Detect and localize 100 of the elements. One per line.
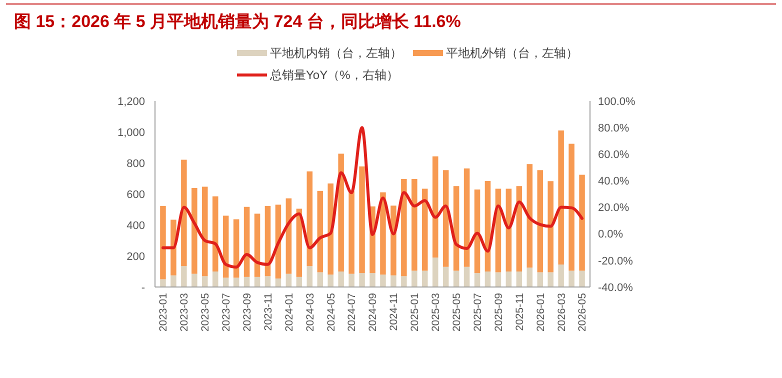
chart-title: 图 15：2026 年 5 月平地机销量为 724 台，同比增长 11.6%: [14, 12, 461, 31]
x-tick-label: 2025-05: [450, 292, 463, 332]
bar: [401, 178, 407, 276]
bar: [244, 276, 250, 287]
y-tick-label: 400: [126, 220, 145, 232]
bar: [202, 276, 208, 287]
y2-tick-label: 60.0%: [598, 148, 630, 161]
y2-tick-label: 80.0%: [598, 122, 630, 134]
bar: [370, 273, 376, 287]
bar: [306, 266, 313, 287]
bar: [317, 190, 323, 272]
bar: [192, 274, 198, 287]
bar: [537, 272, 543, 287]
y-tick-label: 1,000: [117, 126, 145, 139]
bar: [579, 270, 585, 287]
legend-label: 平地机内销（台，左轴）: [270, 46, 402, 60]
bar: [338, 272, 344, 287]
bar: [244, 206, 250, 277]
bar: [338, 154, 344, 272]
bar: [380, 192, 386, 275]
y2-tick-label: -20.0%: [598, 255, 634, 268]
x-tick-label: 2025-07: [472, 292, 484, 332]
bar: [401, 276, 407, 287]
line-series: [161, 126, 584, 269]
bar: [579, 174, 585, 271]
x-tick-label: 2024-11: [388, 292, 400, 331]
bar: [222, 278, 229, 287]
bar: [317, 272, 323, 287]
bar: [412, 178, 418, 271]
y-tick-label: 200: [126, 250, 145, 263]
bar: [192, 188, 198, 274]
x-tick-label: 2025-11: [514, 292, 526, 331]
x-tick-label: 2023-11: [262, 292, 274, 331]
x-tick-label: 2023-07: [220, 292, 233, 332]
bar: [296, 276, 302, 287]
bar: [348, 274, 354, 287]
bar: [212, 272, 218, 287]
bar: [526, 268, 533, 287]
x-tick-label: 2024-05: [325, 292, 338, 332]
x-tick-label: 2026-05: [576, 292, 589, 332]
x-tick-label: 2024-07: [346, 292, 358, 332]
bar: [181, 266, 187, 287]
bar: [306, 171, 313, 266]
bar: [170, 275, 176, 287]
y-tick-label: 800: [126, 158, 145, 170]
x-tick-label: 2025-09: [492, 292, 505, 332]
bar: [160, 206, 166, 280]
bar: [412, 270, 418, 287]
bar: [286, 274, 292, 287]
bar: [202, 186, 208, 276]
bar: [495, 272, 502, 287]
y2-tick-label: 0.0%: [598, 228, 624, 241]
bar: [254, 214, 260, 277]
bar: [442, 266, 449, 287]
x-tick-label: 2025-01: [409, 292, 422, 332]
bar: [254, 276, 260, 287]
y-tick-label: -: [141, 282, 146, 294]
y-tick-label: 600: [126, 188, 145, 201]
y2-tick-label: -40.0%: [598, 282, 634, 294]
y2-tick-label: 100.0%: [598, 96, 636, 108]
bar: [568, 270, 574, 287]
bar: [548, 272, 554, 287]
bar: [464, 168, 470, 267]
y2-tick-label: 20.0%: [598, 202, 630, 214]
y2-tick-label: 40.0%: [598, 176, 630, 188]
bar: [558, 264, 564, 287]
bar: [442, 170, 449, 267]
bar: [422, 270, 428, 287]
legend-label: 总销量YoY（%，右轴）: [269, 68, 398, 82]
x-tick-label: 2023-03: [178, 292, 191, 332]
bar: [160, 279, 166, 287]
x-tick-label: 2023-09: [241, 292, 254, 332]
x-tick-label: 2023-05: [200, 292, 212, 332]
bar: [275, 278, 282, 287]
bar: [537, 170, 543, 272]
y-tick-label: 1,200: [117, 96, 145, 108]
bar: [548, 181, 554, 272]
bar: [359, 166, 365, 274]
bar: [359, 273, 365, 287]
bar: [568, 144, 574, 271]
x-tick-label: 2026-01: [534, 292, 547, 332]
bar: [516, 272, 522, 287]
bar: [264, 206, 271, 276]
x-tick-label: 2026-03: [556, 292, 568, 332]
bar: [474, 273, 480, 287]
bar: [422, 188, 428, 271]
x-tick-label: 2023-01: [158, 292, 170, 332]
bar: [181, 160, 187, 266]
bar: [432, 156, 438, 258]
bar: [506, 272, 512, 287]
bar: [516, 186, 522, 272]
bar: [233, 278, 240, 287]
bar: [453, 270, 460, 287]
x-tick-label: 2024-01: [283, 292, 296, 332]
bar: [484, 272, 491, 287]
bar: [464, 266, 470, 287]
bar: [526, 164, 533, 268]
bar: [328, 274, 334, 287]
x-tick-label: 2024-03: [304, 292, 316, 332]
bar: [328, 183, 334, 275]
